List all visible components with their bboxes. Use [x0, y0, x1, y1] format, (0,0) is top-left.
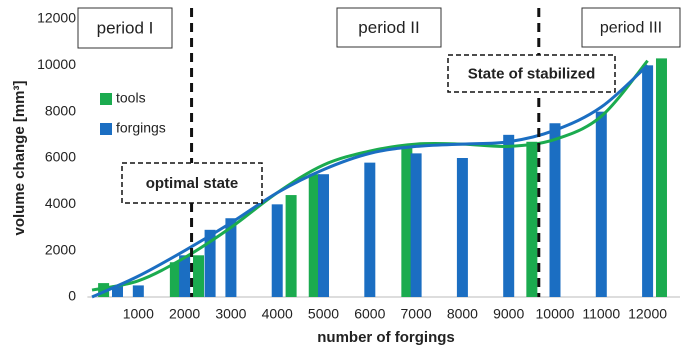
- x-axis-title: number of forgings: [317, 329, 455, 346]
- x-tick-label: 2000: [169, 306, 200, 322]
- y-tick-label: 0: [68, 288, 76, 304]
- legend-label: forgings: [116, 120, 166, 136]
- bar: [503, 134, 515, 297]
- annotation-box: [121, 162, 263, 204]
- x-tick-label: 4000: [262, 306, 293, 322]
- bar: [549, 123, 561, 297]
- annotation: period I: [97, 18, 154, 37]
- legend-swatch: [100, 93, 112, 105]
- y-tick-label: 2000: [45, 241, 76, 257]
- x-tick-label: 5000: [308, 306, 339, 322]
- x-tick-label: 7000: [401, 306, 432, 322]
- trend-line: [91, 64, 649, 299]
- annotation-box: [581, 7, 681, 48]
- bar: [318, 174, 330, 297]
- y-axis-title: volume change [mm³]: [11, 80, 28, 235]
- legend-label: tools: [116, 90, 146, 106]
- bar: [204, 229, 216, 297]
- bar: [410, 153, 422, 297]
- bar: [132, 285, 144, 297]
- bar: [179, 255, 191, 297]
- x-tick-label: 9000: [493, 306, 524, 322]
- bar: [308, 174, 320, 297]
- annotation: State of stabilized: [468, 65, 596, 82]
- y-tick-label: 6000: [45, 149, 76, 165]
- bar: [526, 141, 538, 297]
- annotation: optimal state: [146, 175, 239, 192]
- annotation-box: [77, 7, 173, 49]
- x-tick-label: 10000: [536, 306, 575, 322]
- legend-swatch: [100, 123, 112, 135]
- annotation: period III: [600, 20, 662, 37]
- y-tick-label: 12000: [37, 10, 76, 26]
- trend-line: [91, 59, 649, 292]
- bar: [98, 283, 110, 297]
- annotation-box: [447, 54, 616, 93]
- bar: [595, 111, 607, 298]
- bar: [655, 58, 667, 298]
- annotation: period II: [358, 18, 419, 37]
- bar: [193, 255, 205, 297]
- bar: [456, 158, 468, 297]
- bar: [364, 162, 376, 297]
- x-tick-label: 11000: [582, 306, 620, 322]
- bar: [401, 146, 413, 297]
- x-tick-label: 8000: [447, 306, 478, 322]
- y-tick-label: 10000: [37, 56, 76, 72]
- bar: [271, 204, 283, 297]
- bar: [642, 65, 654, 297]
- bar: [285, 195, 297, 297]
- y-tick-label: 8000: [45, 102, 76, 118]
- bar: [225, 218, 237, 297]
- bar: [169, 262, 181, 297]
- x-tick-label: 12000: [628, 306, 667, 322]
- y-tick-label: 4000: [45, 195, 76, 211]
- bar: [111, 285, 123, 297]
- annotation-box: [336, 7, 442, 48]
- x-tick-label: 1000: [123, 306, 154, 322]
- x-tick-label: 6000: [354, 306, 385, 322]
- x-tick-label: 3000: [215, 306, 246, 322]
